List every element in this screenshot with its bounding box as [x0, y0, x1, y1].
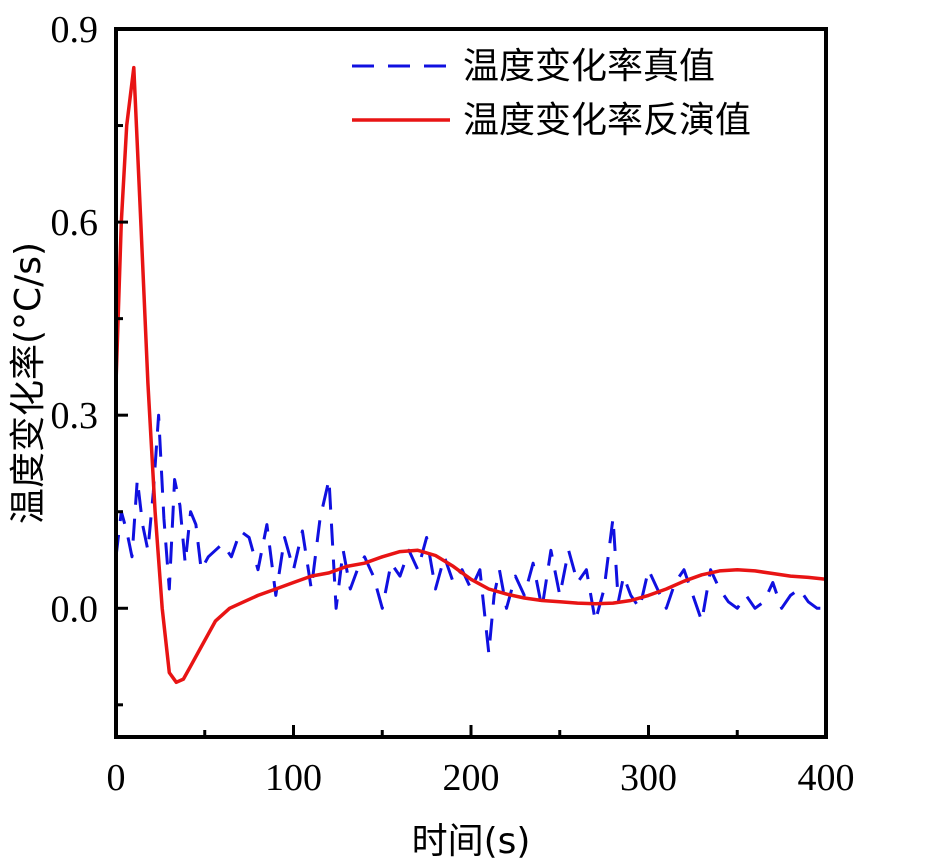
y-tick-label-2: 0.6: [51, 202, 99, 244]
y-tick-label-1: 0.3: [51, 395, 99, 437]
x-tick-label-1: 100: [265, 757, 322, 799]
ticks-layer: [114, 27, 828, 737]
series-line-0: [116, 413, 826, 655]
x-tick-label-2: 200: [443, 757, 500, 799]
x-tick-label-0: 0: [107, 757, 126, 799]
x-axis-title: 时间(s): [412, 821, 531, 861]
x-tick-label-3: 300: [620, 757, 677, 799]
legend-label-series-0: 温度变化率真值: [463, 46, 715, 87]
y-tick-label-0: 0.0: [51, 588, 99, 630]
series-line-1: [116, 65, 826, 685]
y-axis-title: 温度变化率(°C/s): [8, 242, 49, 524]
series-layer: [116, 65, 826, 685]
x-tick-label-4: 400: [798, 757, 855, 799]
legend: 温度变化率真值 温度变化率反演值: [352, 46, 751, 141]
legend-label-series-1: 温度变化率反演值: [463, 100, 751, 141]
labels-layer: 0 100 200 300 400 0.0 0.3 0.6 0.9: [51, 9, 855, 799]
y-tick-label-3: 0.9: [51, 9, 99, 51]
